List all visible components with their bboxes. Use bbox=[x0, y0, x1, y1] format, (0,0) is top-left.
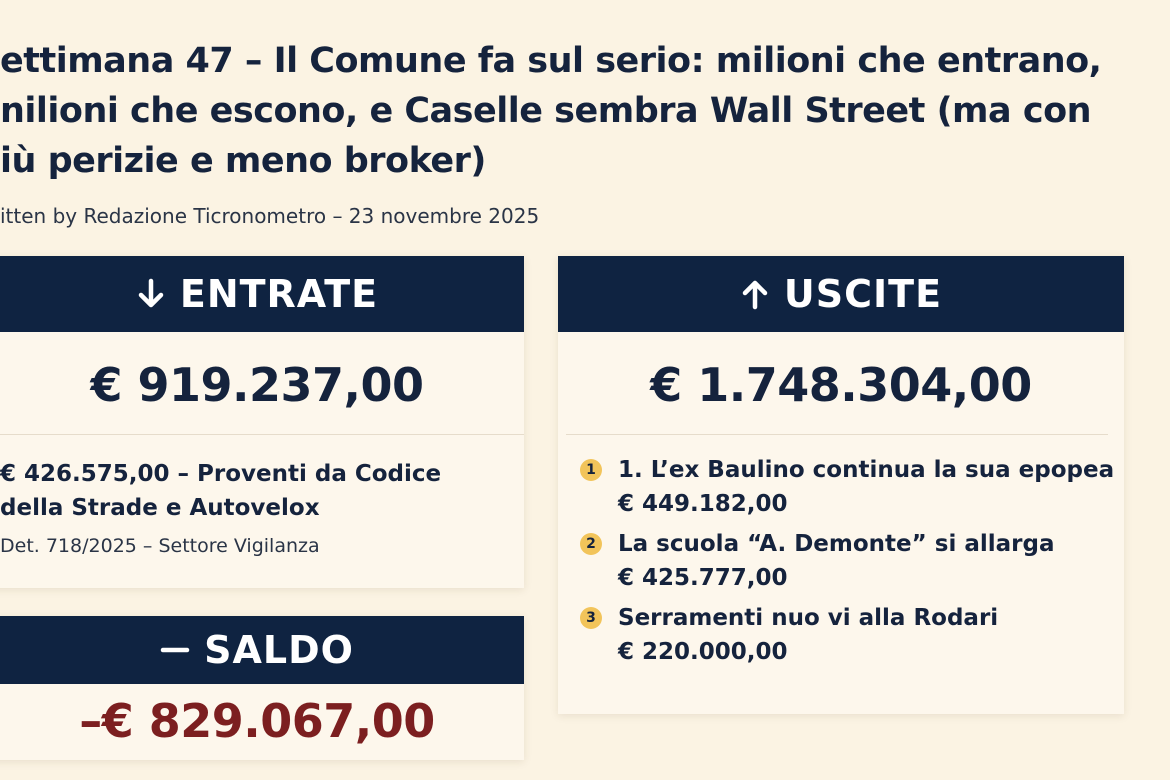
uscite-list: 1 1. L’ex Baulino continua la sua epopea €… bbox=[580, 453, 1124, 669]
uscite-item: 2 La scuola “A. Demonte” si allarga € 425.… bbox=[580, 527, 1124, 595]
separator bbox=[566, 434, 1108, 435]
entrate-label: ENTRATE bbox=[179, 272, 379, 316]
arrow-down-icon bbox=[138, 278, 164, 308]
entrate-note: Det. 718/2025 – Settore Vigilanza bbox=[0, 535, 320, 557]
arrow-up-icon bbox=[742, 280, 768, 310]
separator bbox=[0, 434, 524, 435]
saldo-label: SALDO bbox=[204, 628, 354, 672]
badge: 1 bbox=[580, 459, 602, 481]
saldo-value: –€ 829.067,00 bbox=[79, 694, 435, 748]
title-line: nilioni che escono, e Caselle sembra Wal… bbox=[0, 91, 1092, 131]
badge: 2 bbox=[580, 533, 602, 555]
entrate-item-line: della Strade e Autovelox bbox=[0, 495, 320, 521]
uscite-total: € 1.748.304,00 bbox=[650, 358, 1032, 412]
entrate-total: € 919.237,00 bbox=[90, 358, 424, 412]
byline: itten by Redazione Ticronometro – 23 nov… bbox=[0, 204, 540, 228]
item-body: Serramenti nuo vi alla Rodari € 220.000,0… bbox=[618, 601, 998, 669]
saldo-header: SALDO bbox=[0, 616, 524, 684]
entrate-card: ENTRATE € 919.237,00 € 426.575,00 – Prov… bbox=[0, 256, 524, 588]
title-line: iù perizie e meno broker) bbox=[0, 141, 486, 181]
badge: 3 bbox=[580, 607, 602, 629]
item-text: La scuola “A. Demonte” si allarga bbox=[618, 531, 1055, 557]
item-text: 1. L’ex Baulino continua la sua epopea bbox=[618, 457, 1115, 483]
uscite-label: USCITE bbox=[783, 272, 943, 316]
uscite-card: USCITE € 1.748.304,00 1 1. L’ex Baulino c… bbox=[558, 256, 1124, 714]
uscite-item: 1 1. L’ex Baulino continua la sua epopea €… bbox=[580, 453, 1124, 521]
uscite-header: USCITE bbox=[558, 256, 1124, 332]
entrate-item-line: € 426.575,00 – Proventi da Codice bbox=[0, 461, 442, 487]
uscite-item: 3 Serramenti nuo vi alla Rodari € 220.000,… bbox=[580, 601, 1124, 669]
item-amount: € 220.000,00 bbox=[618, 639, 788, 665]
entrate-header: ENTRATE bbox=[0, 256, 524, 332]
title-line: ettimana 47 – Il Comune fa sul serio: mi… bbox=[0, 41, 1102, 81]
saldo-card: SALDO –€ 829.067,00 bbox=[0, 616, 524, 760]
item-body: La scuola “A. Demonte” si allarga € 425.7… bbox=[618, 527, 1054, 595]
minus-icon bbox=[160, 647, 190, 653]
item-text: Serramenti nuo vi alla Rodari bbox=[618, 605, 999, 631]
item-amount: € 425.777,00 bbox=[618, 565, 788, 591]
item-amount: € 449.182,00 bbox=[618, 491, 788, 517]
item-body: 1. L’ex Baulino continua la sua epopea € … bbox=[618, 453, 1114, 521]
